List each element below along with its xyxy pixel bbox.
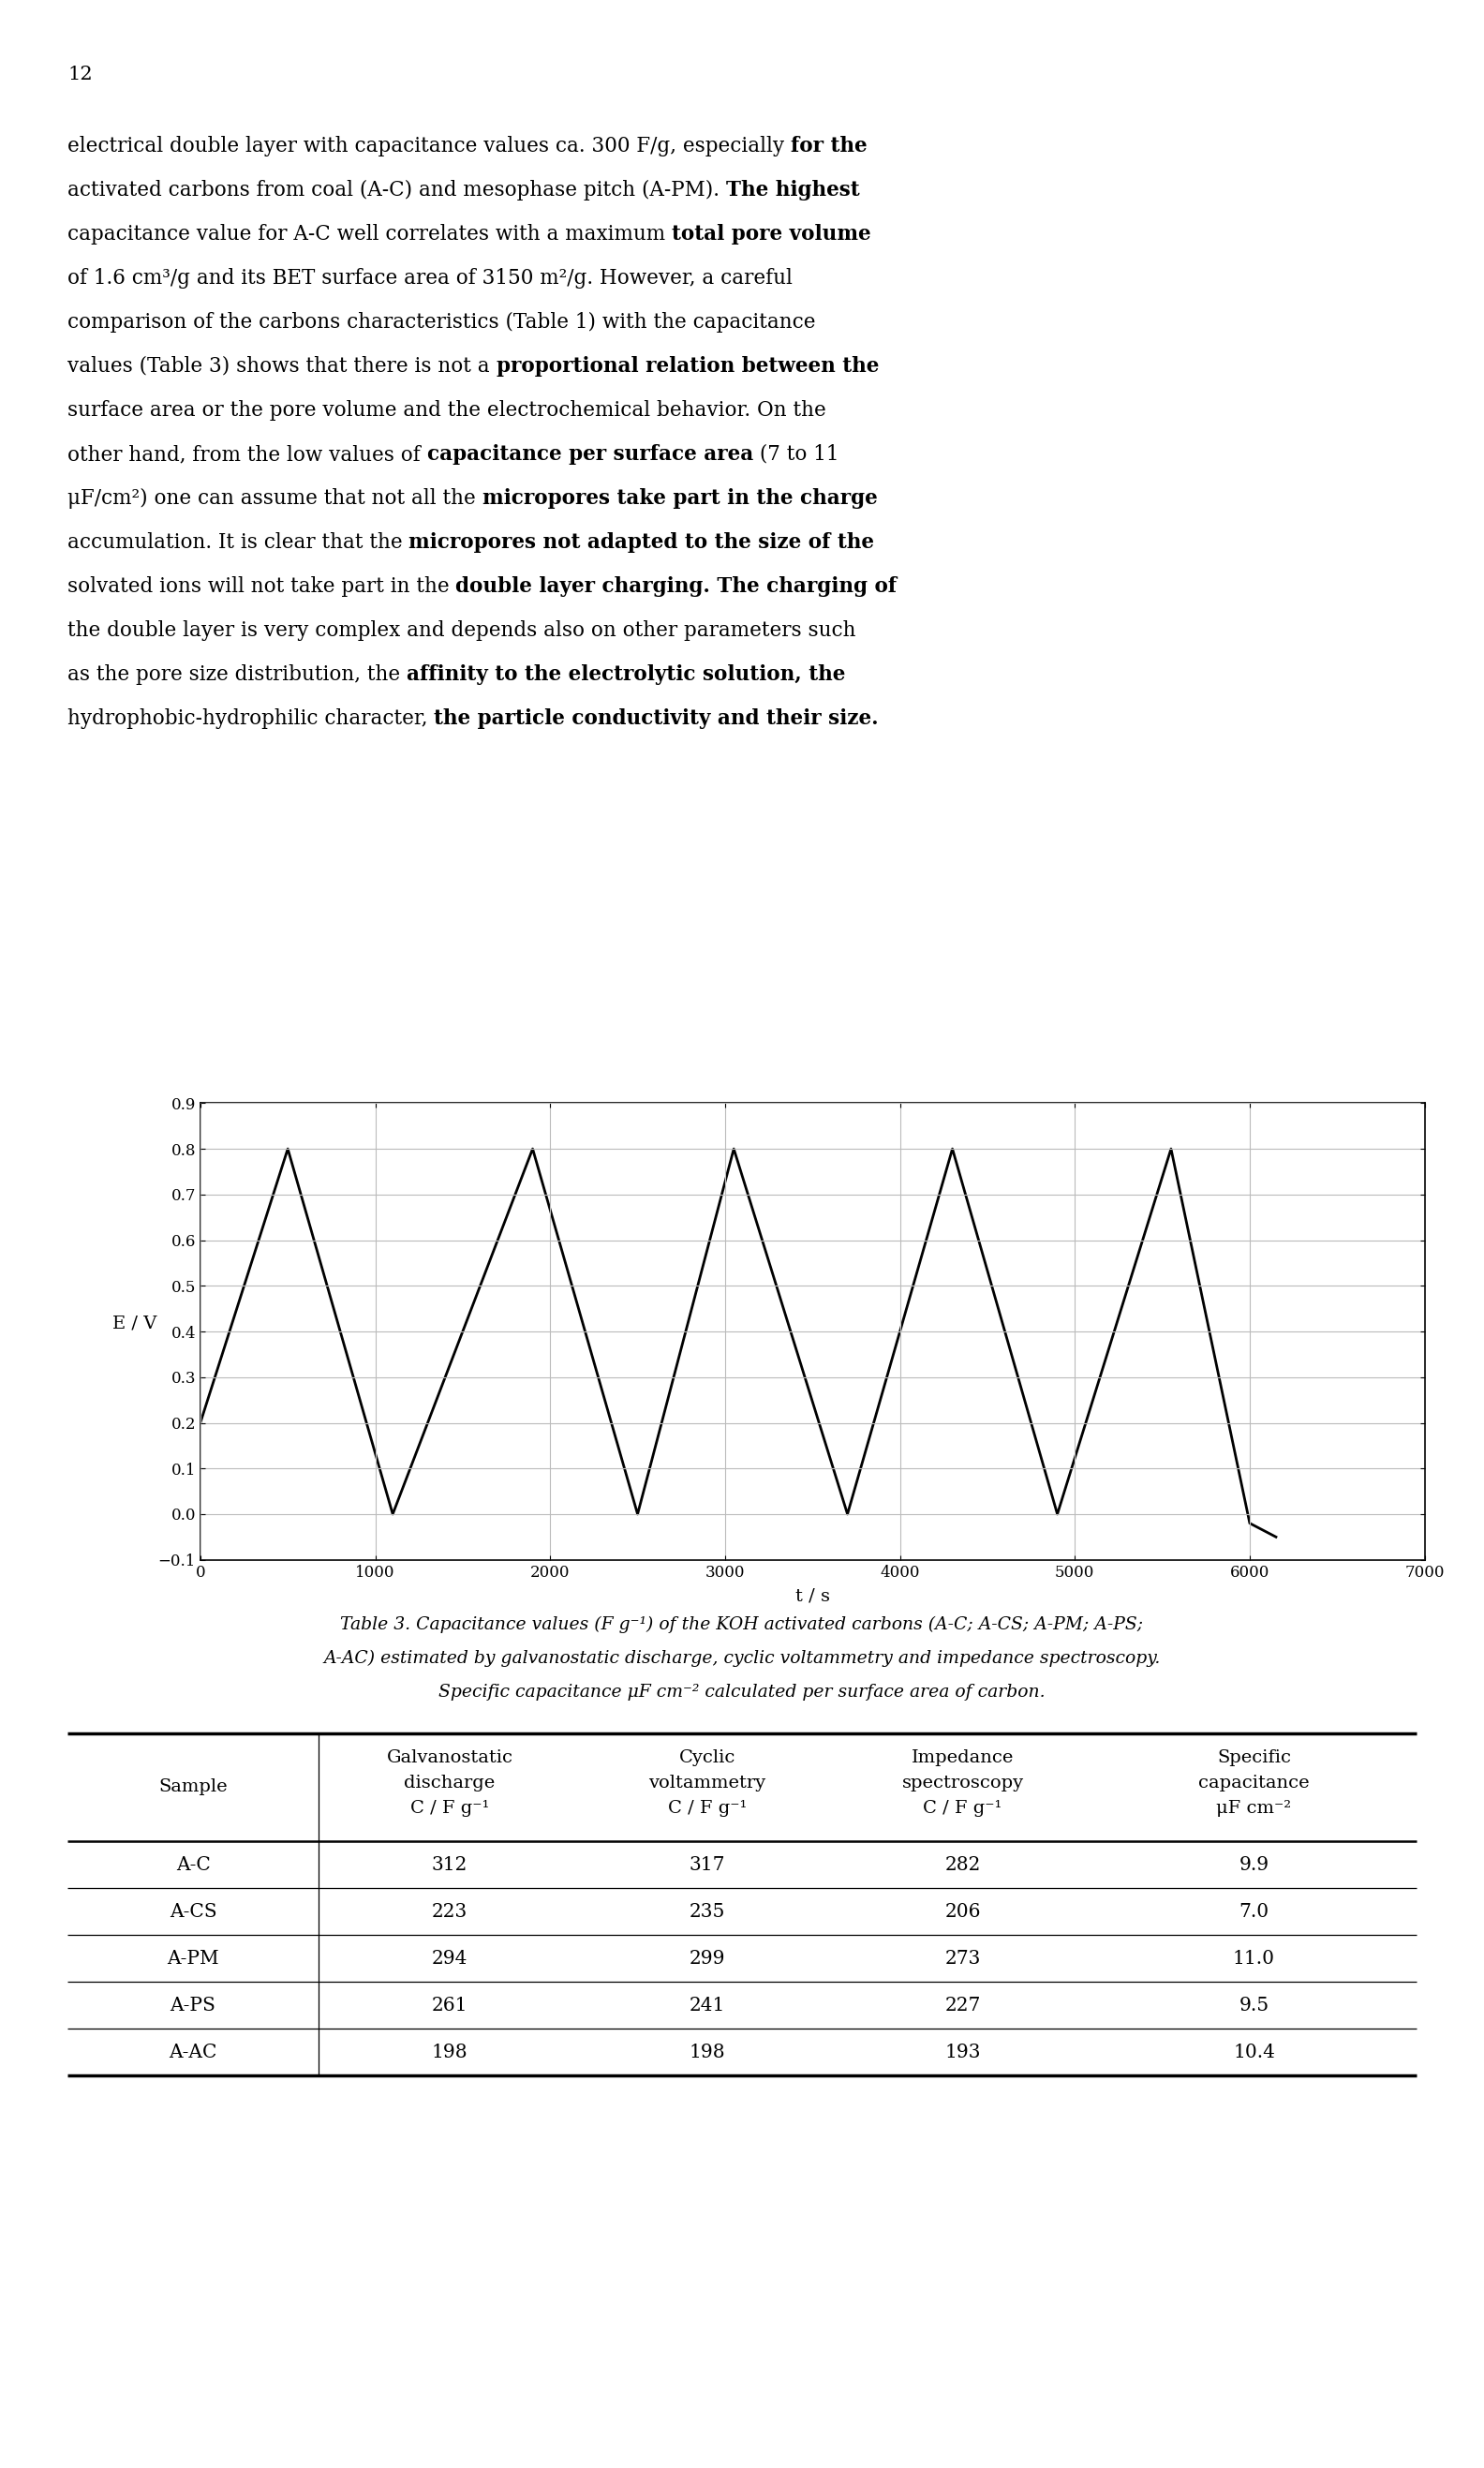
Text: as the pore size distribution, the: as the pore size distribution, the xyxy=(67,664,407,686)
Text: C / F g⁻¹: C / F g⁻¹ xyxy=(410,1799,490,1816)
Text: Table 3. Capacitance values (F g⁻¹) of the KOH activated carbons (A-C; A-CS; A-P: Table 3. Capacitance values (F g⁻¹) of t… xyxy=(340,1617,1144,1634)
Text: capacitance: capacitance xyxy=(1199,1774,1309,1792)
Text: solvated ions will not take part in the: solvated ions will not take part in the xyxy=(67,575,456,597)
Text: μF cm⁻²: μF cm⁻² xyxy=(1217,1799,1291,1816)
Text: discharge: discharge xyxy=(404,1774,496,1792)
Text: Galvanostatic: Galvanostatic xyxy=(386,1750,513,1767)
Text: of 1.6 cm³/g and its BET surface area of 3150 m²/g. However, a careful: of 1.6 cm³/g and its BET surface area of… xyxy=(67,269,792,289)
Text: A-CS: A-CS xyxy=(169,1903,217,1920)
Text: 198: 198 xyxy=(432,2044,467,2061)
Text: 299: 299 xyxy=(689,1950,726,1967)
Text: μF/cm²) one can assume that not all the: μF/cm²) one can assume that not all the xyxy=(67,489,482,508)
Text: 273: 273 xyxy=(945,1950,981,1967)
Text: micropores not adapted to the size of the: micropores not adapted to the size of th… xyxy=(410,533,874,553)
Text: (7 to 11: (7 to 11 xyxy=(752,444,838,464)
Text: activated carbons from coal (A-C) and mesophase pitch (A-PM).: activated carbons from coal (A-C) and me… xyxy=(67,180,726,200)
Text: capacitance value for A-C well correlates with a maximum: capacitance value for A-C well correlate… xyxy=(67,225,672,244)
Text: The highest: The highest xyxy=(726,180,859,200)
Text: 235: 235 xyxy=(690,1903,726,1920)
Text: double layer charging. The charging of: double layer charging. The charging of xyxy=(456,575,898,597)
Text: activated carbon A-PM (mass of electrodes 12.2 mg/12.8 mg) I = 2 mA. Electrolyti: activated carbon A-PM (mass of electrode… xyxy=(328,1510,1156,1528)
Text: C / F g⁻¹: C / F g⁻¹ xyxy=(923,1799,1002,1816)
Text: A-AC) estimated by galvanostatic discharge, cyclic voltammetry and impedance spe: A-AC) estimated by galvanostatic dischar… xyxy=(324,1651,1160,1666)
Text: 11.0: 11.0 xyxy=(1233,1950,1275,1967)
Text: 12: 12 xyxy=(67,67,92,84)
Text: proportional relation between the: proportional relation between the xyxy=(496,355,879,378)
Text: affinity to the electrolytic solution, the: affinity to the electrolytic solution, t… xyxy=(407,664,846,686)
Text: 10.4: 10.4 xyxy=(1233,2044,1275,2061)
Text: 317: 317 xyxy=(689,1856,726,1873)
Text: electrical double layer with capacitance values ca. 300 F/g, especially: electrical double layer with capacitance… xyxy=(67,136,791,155)
Text: A-AC: A-AC xyxy=(169,2044,217,2061)
Text: 9.5: 9.5 xyxy=(1239,1997,1269,2014)
Text: 282: 282 xyxy=(945,1856,981,1873)
Text: capacitance per surface area: capacitance per surface area xyxy=(427,444,752,464)
Text: for the: for the xyxy=(791,136,867,155)
Text: 9.9: 9.9 xyxy=(1239,1856,1269,1873)
Text: the particle conductivity and their size.: the particle conductivity and their size… xyxy=(435,708,879,728)
Text: A-C: A-C xyxy=(175,1856,211,1873)
Text: Specific: Specific xyxy=(1217,1750,1291,1767)
Text: total pore volume: total pore volume xyxy=(672,225,871,244)
Text: values (Table 3) shows that there is not a: values (Table 3) shows that there is not… xyxy=(67,355,496,378)
Text: Specific capacitance μF cm⁻² calculated per surface area of carbon.: Specific capacitance μF cm⁻² calculated … xyxy=(439,1683,1045,1700)
Text: voltammetry: voltammetry xyxy=(649,1774,766,1792)
Text: 193: 193 xyxy=(945,2044,981,2061)
Text: C / F g⁻¹: C / F g⁻¹ xyxy=(668,1799,746,1816)
Text: other hand, from the low values of: other hand, from the low values of xyxy=(67,444,427,464)
Text: surface area or the pore volume and the electrochemical behavior. On the: surface area or the pore volume and the … xyxy=(67,400,827,420)
Y-axis label: E / V: E / V xyxy=(113,1315,157,1333)
Text: Cyclic: Cyclic xyxy=(680,1750,736,1767)
Text: A-PS: A-PS xyxy=(171,1997,215,2014)
Text: spectroscopy: spectroscopy xyxy=(902,1774,1024,1792)
Text: hydrophobic-hydrophilic character,: hydrophobic-hydrophilic character, xyxy=(67,708,435,728)
Text: 312: 312 xyxy=(432,1856,467,1873)
Text: 1mol l⁻¹ H₂SO₄.: 1mol l⁻¹ H₂SO₄. xyxy=(672,1545,812,1562)
Text: A-PM: A-PM xyxy=(166,1950,220,1967)
Text: Sample: Sample xyxy=(159,1779,227,1797)
Text: 294: 294 xyxy=(432,1950,467,1967)
Text: 7.0: 7.0 xyxy=(1239,1903,1269,1920)
Text: 241: 241 xyxy=(690,1997,726,2014)
Text: 261: 261 xyxy=(432,1997,467,2014)
X-axis label: t / s: t / s xyxy=(795,1587,830,1604)
Text: Figure 3. Galvanostatic charge/discharge characteristics of a capacitor built fr: Figure 3. Galvanostatic charge/discharge… xyxy=(353,1478,1131,1496)
Text: comparison of the carbons characteristics (Table 1) with the capacitance: comparison of the carbons characteristic… xyxy=(67,311,816,333)
Text: micropores take part in the charge: micropores take part in the charge xyxy=(482,489,877,508)
Text: 206: 206 xyxy=(945,1903,981,1920)
Text: 198: 198 xyxy=(689,2044,726,2061)
Text: Impedance: Impedance xyxy=(911,1750,1014,1767)
Text: the double layer is very complex and depends also on other parameters such: the double layer is very complex and dep… xyxy=(67,619,856,642)
Text: 227: 227 xyxy=(945,1997,981,2014)
Text: 223: 223 xyxy=(432,1903,467,1920)
Text: accumulation. It is clear that the: accumulation. It is clear that the xyxy=(67,533,410,553)
